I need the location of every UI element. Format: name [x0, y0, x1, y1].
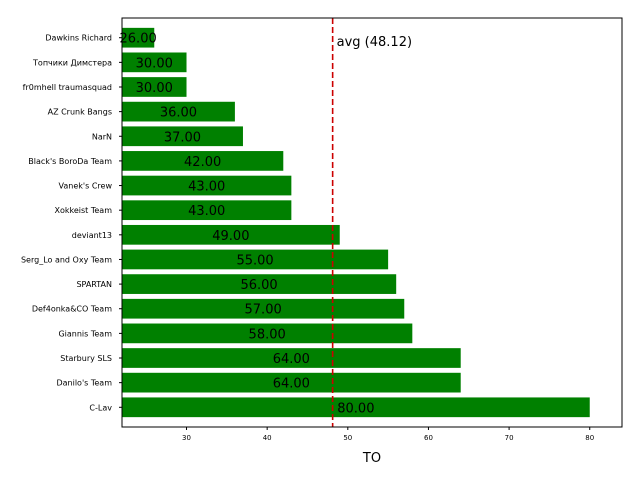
category-label: Топчики Димстера [32, 58, 112, 67]
category-label: Starbury SLS [60, 354, 112, 363]
bar [122, 323, 413, 344]
bar-value-label: 64.00 [273, 377, 310, 392]
bar-value-labels: 26.00 30.00 30.00 36.00 37.00 42.00 43.00 43.00… [120, 32, 375, 417]
bar [122, 200, 292, 221]
bar-value-label: 36.00 [160, 106, 197, 121]
x-tick-label: 40 [263, 434, 272, 442]
bar [122, 397, 590, 418]
bar [122, 77, 187, 97]
category-label: Dawkins Richard [45, 34, 112, 43]
bar [122, 52, 187, 73]
category-label: Black's BoroDa Team [28, 157, 112, 166]
bar-value-label: 58.00 [249, 327, 286, 342]
x-tick-label: 50 [343, 434, 352, 442]
bar [122, 274, 397, 294]
bar-value-label: 30.00 [136, 56, 173, 71]
category-label: Giannis Team [58, 329, 112, 338]
bar-value-label: 43.00 [188, 180, 225, 195]
bar-value-label: 57.00 [245, 303, 282, 318]
bar [122, 27, 155, 48]
bar [122, 249, 389, 270]
bar [122, 151, 284, 171]
bar-value-label: 56.00 [240, 278, 277, 293]
category-label: fr0mhell traumasquad [23, 83, 112, 92]
bar-value-label: 55.00 [236, 253, 273, 268]
bar-value-label: 42.00 [184, 155, 221, 170]
x-tick-label: 70 [505, 434, 514, 442]
bar-value-label: 80.00 [337, 401, 374, 416]
bar-value-label: 30.00 [136, 81, 173, 96]
bar-value-label: 64.00 [273, 352, 310, 367]
bar-value-label: 37.00 [164, 130, 201, 145]
category-labels: Dawkins Richard Топчики Димстера fr0mhell … [21, 34, 122, 412]
bar [122, 126, 243, 147]
x-tick-label: 60 [424, 434, 433, 442]
category-label: C-Lav [89, 403, 112, 412]
x-tick-label: 30 [182, 434, 191, 442]
category-label: Serg_Lo and Oxy Team [21, 255, 112, 264]
x-tick-label: 80 [585, 434, 594, 442]
bar-value-label: 26.00 [120, 32, 157, 47]
bar [122, 101, 235, 122]
category-label: Danilo's Team [56, 379, 112, 388]
bars-group [122, 27, 590, 418]
category-label: Xokkeist Team [55, 206, 113, 215]
category-label: AZ Crunk Bangs [48, 108, 112, 117]
bar-value-label: 49.00 [212, 229, 249, 244]
x-axis-label: TO [362, 451, 381, 466]
category-label: SPARTAN [76, 280, 112, 289]
x-axis-ticks: 30 40 50 60 70 80 [182, 427, 594, 442]
category-label: Vanek's Crew [59, 182, 113, 191]
plot-frame [121, 17, 623, 428]
category-label: Def4onka&CO Team [32, 305, 112, 314]
bar [122, 175, 292, 196]
category-label: deviant13 [72, 231, 112, 240]
bar [122, 224, 340, 245]
average-label: avg (48.12) [337, 35, 412, 50]
category-label: NarN [92, 132, 112, 141]
bar [122, 298, 405, 319]
bar [122, 372, 461, 393]
bar [122, 348, 461, 368]
bar-value-label: 43.00 [188, 204, 225, 219]
